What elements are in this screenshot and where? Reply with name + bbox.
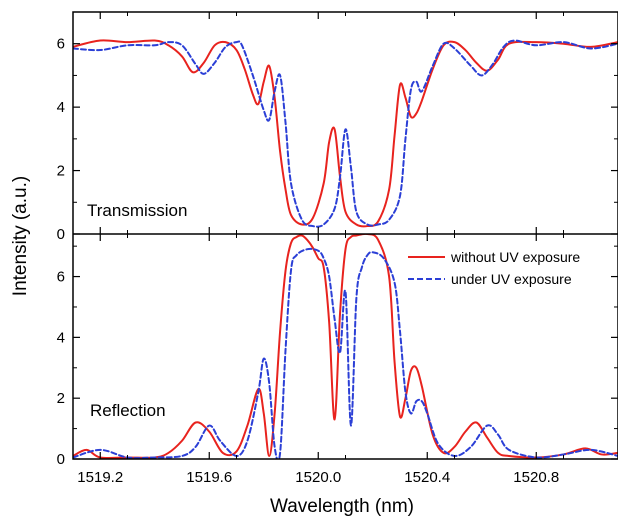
y-axis-title: Intensity (a.u.) [10, 176, 31, 296]
x-tick-label: 1520.0 [295, 469, 341, 486]
x-tick-label: 1519.2 [77, 469, 123, 486]
y-tick-label: 2 [57, 390, 65, 407]
y-tick-label: 2 [57, 163, 65, 180]
y-tick-label: 0 [57, 226, 65, 243]
legend: without UV exposure under UV exposure [408, 249, 580, 287]
y-tick-label: 6 [57, 269, 65, 286]
x-tick-label: 1520.4 [404, 469, 450, 486]
x-tick-label: 1519.6 [186, 469, 232, 486]
transmission-series-without-uv [73, 39, 618, 228]
reflection-series-without-uv [73, 234, 618, 459]
y-tick-label: 6 [57, 36, 65, 53]
legend-label-without-uv: without UV exposure [450, 249, 580, 265]
panel-label-reflection: Reflection [90, 401, 166, 420]
reflection-panel: 0 2 4 6 Reflection [57, 234, 618, 468]
y-tick-label: 4 [57, 99, 65, 116]
x-axis: 1519.2 1519.6 1520.0 1520.4 1520.8 [77, 12, 564, 486]
panel-label-transmission: Transmission [87, 201, 187, 220]
y-tick-label: 4 [57, 329, 65, 346]
y-tick-label: 0 [57, 451, 65, 468]
x-axis-title: Wavelength (nm) [270, 496, 414, 517]
legend-label-under-uv: under UV exposure [451, 271, 572, 287]
transmission-panel: 0 2 4 6 Transmission [57, 36, 618, 243]
x-tick-label: 1520.8 [513, 469, 559, 486]
transmission-series-under-uv [73, 39, 618, 228]
